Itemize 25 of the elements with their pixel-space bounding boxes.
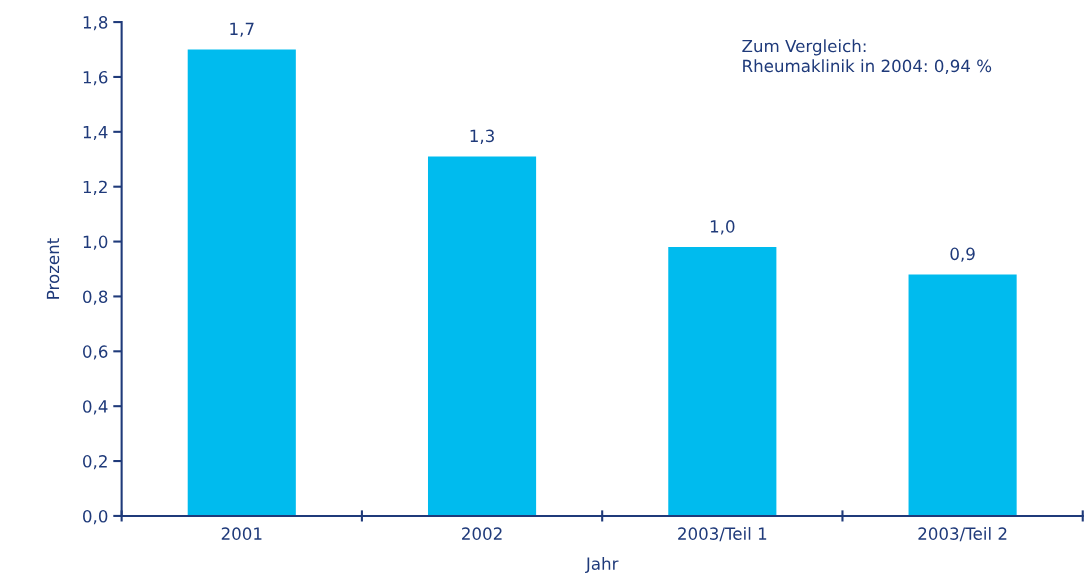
data-label: 1,0 [710, 220, 735, 235]
annotation: Zum Vergleich: Rheumaklinik in 2004: 0,94 % [742, 39, 992, 74]
y-tick-label: 0,4 [83, 400, 108, 415]
x-tick-label: 2003/Teil 1 [678, 527, 767, 542]
data-label: 0,9 [950, 247, 975, 262]
y-tick-label: 0,2 [83, 455, 107, 470]
bar [187, 49, 296, 516]
y-tick-label: 1,2 [83, 180, 107, 195]
bar [427, 156, 537, 516]
y-tick-label: 0,8 [83, 290, 108, 305]
x-axis-title: Jahr [585, 557, 619, 574]
y-tick-label: 1,4 [83, 126, 108, 141]
y-tick-label: 0,6 [83, 345, 108, 360]
y-tick-label: 1,6 [83, 70, 108, 86]
data-label: 1,7 [230, 22, 254, 37]
data-label: 1,3 [470, 129, 494, 144]
y-tick-label: 0,0 [83, 509, 108, 525]
x-tick-label: 2002 [462, 527, 502, 540]
y-axis-title: Prozent [46, 238, 60, 299]
y-tick-label: 1,8 [83, 16, 108, 31]
x-tick-label: 2003/Teil 2 [918, 527, 1007, 542]
x-tick-label: 2001 [221, 527, 262, 540]
y-tick-label: 1,0 [83, 235, 108, 250]
bar [908, 274, 1017, 516]
bar [668, 247, 777, 516]
